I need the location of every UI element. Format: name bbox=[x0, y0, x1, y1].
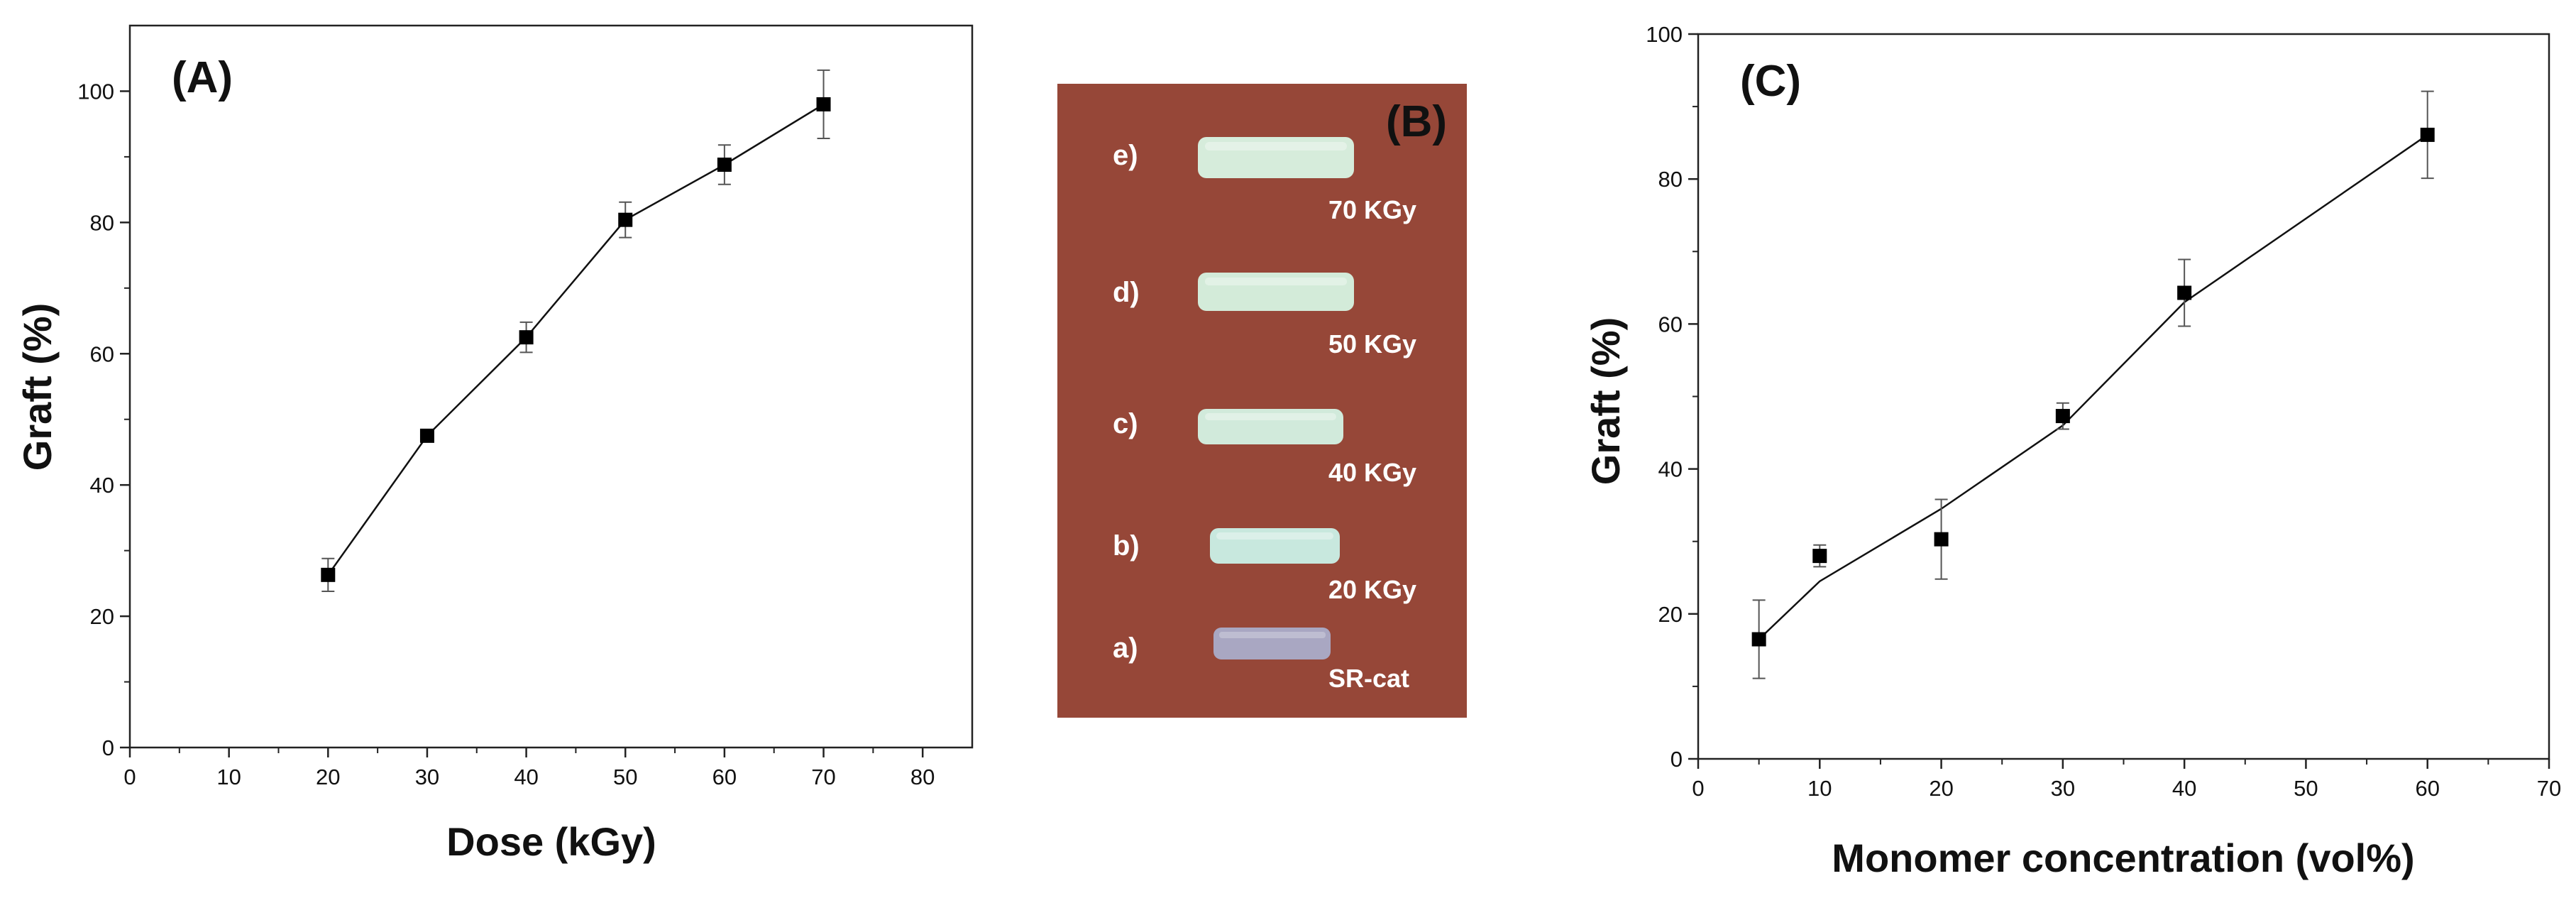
panel-c-data-point bbox=[2420, 127, 2435, 142]
panel-a-chart: 0 10 20 30 40 50 60 70 80 0 20 40 60 80 100 (A) Dose (… bbox=[15, 24, 974, 864]
panel-a-data-point bbox=[717, 158, 732, 173]
panel-c-x-tick-label: 10 bbox=[1807, 776, 1832, 801]
sample-b-tube bbox=[1210, 528, 1340, 564]
panel-c-data-point bbox=[1751, 632, 1766, 647]
panel-c-y-tick-label: 40 bbox=[1658, 457, 1683, 482]
sample-c-letter: c) bbox=[1113, 408, 1138, 439]
panel-a-y-tick-label: 20 bbox=[90, 604, 114, 629]
panel-a-data-point bbox=[419, 428, 434, 443]
panel-c-series-line bbox=[1758, 133, 2428, 640]
panel-a-x-tick-label: 30 bbox=[415, 765, 439, 789]
panel-a-x-tick-label: 50 bbox=[613, 765, 637, 789]
panel-a-data-point bbox=[618, 212, 633, 227]
panel-a-y-axis-title: Graft (%) bbox=[15, 303, 60, 471]
sample-e-letter: e) bbox=[1113, 140, 1138, 171]
panel-c-x-tick-label: 70 bbox=[2537, 776, 2561, 801]
sample-d-dose: 50 KGy bbox=[1328, 329, 1416, 358]
panel-c-y-tick-label: 100 bbox=[1646, 22, 1683, 47]
sample-d-tube-shine bbox=[1205, 278, 1347, 285]
sample-b-letter: b) bbox=[1113, 530, 1140, 562]
panel-c-x-tick-label: 20 bbox=[1929, 776, 1953, 801]
sample-b-dose: 20 KGy bbox=[1328, 575, 1416, 604]
panel-a-y-tick-label: 80 bbox=[90, 210, 114, 235]
panel-a-y-tick-label: 40 bbox=[90, 473, 114, 498]
sample-a-letter: a) bbox=[1113, 633, 1138, 664]
panel-c-y-tick-label: 80 bbox=[1658, 167, 1683, 192]
panel-a-x-tick-label: 10 bbox=[216, 765, 241, 789]
panel-c-x-tick-label: 0 bbox=[1692, 776, 1704, 801]
panel-a-data-point bbox=[519, 330, 534, 345]
panel-b-label: (B) bbox=[1386, 97, 1447, 146]
sample-e-tube-shine bbox=[1205, 142, 1347, 150]
panel-a-plot-frame bbox=[128, 24, 974, 749]
panel-c-chart: 0 10 20 30 40 50 60 70 0 20 40 60 80 100 (C) Monomer … bbox=[1583, 22, 2561, 880]
panel-c-x-axis-title: Monomer concentration (vol%) bbox=[1832, 836, 2414, 880]
sample-e-tube bbox=[1198, 137, 1354, 178]
panel-c-data-point bbox=[1812, 549, 1827, 564]
panel-a-x-axis-title: Dose (kGy) bbox=[446, 819, 656, 864]
panel-c-data-point bbox=[2055, 409, 2070, 424]
panel-c-data-point bbox=[1934, 532, 1949, 547]
panel-c-label: (C) bbox=[1740, 57, 1801, 106]
photo-texture bbox=[1057, 84, 1467, 718]
panel-a-x-tick-label: 20 bbox=[316, 765, 340, 789]
panel-b-photo: (B) e) 70 KGy d) 50 KGy c) 40 KGy b) 20 … bbox=[1057, 84, 1467, 718]
panel-a-y-tick-label: 60 bbox=[90, 341, 114, 366]
panel-a-x-tick-label: 40 bbox=[514, 765, 538, 789]
panel-a-x-tick-label: 70 bbox=[811, 765, 835, 789]
panel-c-x-tick-label: 30 bbox=[2051, 776, 2075, 801]
sample-e-dose: 70 KGy bbox=[1328, 195, 1416, 224]
panel-a-series-line bbox=[327, 103, 825, 576]
panel-a-axes: 0 10 20 30 40 50 60 70 80 0 20 40 60 80 100 bbox=[77, 79, 935, 789]
panel-a-y-tick-label: 0 bbox=[102, 735, 114, 760]
panel-c-y-tick-label: 20 bbox=[1658, 602, 1683, 627]
panel-a-y-tick-label: 100 bbox=[77, 79, 114, 104]
panel-c-marks bbox=[1751, 90, 2435, 679]
panel-a-label: (A) bbox=[172, 53, 233, 102]
panel-a-data-point bbox=[321, 567, 336, 582]
sample-d-tube bbox=[1198, 273, 1354, 311]
panel-a-x-tick-label: 0 bbox=[123, 765, 136, 789]
panel-c-x-tick-label: 60 bbox=[2415, 776, 2439, 801]
panel-a-marks bbox=[321, 69, 831, 592]
sample-d-letter: d) bbox=[1113, 277, 1140, 308]
sample-a-tube bbox=[1213, 628, 1331, 659]
sample-c-tube-shine bbox=[1205, 413, 1336, 420]
panel-a-data-point bbox=[816, 97, 831, 111]
photo-background bbox=[1057, 84, 1467, 718]
panel-c-y-axis-title: Graft (%) bbox=[1583, 317, 1628, 485]
sample-b-tube-shine bbox=[1216, 532, 1333, 540]
panel-c-x-tick-label: 40 bbox=[2172, 776, 2196, 801]
panel-a-x-tick-label: 80 bbox=[910, 765, 935, 789]
panel-c-axes: 0 10 20 30 40 50 60 70 0 20 40 60 80 100 bbox=[1646, 22, 2561, 801]
panel-c-data-point bbox=[2177, 285, 2192, 300]
panel-c-plot-frame bbox=[1697, 33, 2550, 760]
panel-a-x-tick-label: 60 bbox=[712, 765, 737, 789]
panel-c-x-tick-label: 50 bbox=[2294, 776, 2318, 801]
sample-a-tube-shine bbox=[1219, 632, 1326, 638]
panel-c-y-tick-label: 60 bbox=[1658, 312, 1683, 336]
sample-a-dose: SR-cat bbox=[1328, 664, 1409, 693]
sample-c-dose: 40 KGy bbox=[1328, 458, 1416, 487]
sample-c-tube bbox=[1198, 409, 1343, 444]
panel-c-y-tick-label: 0 bbox=[1670, 747, 1683, 772]
